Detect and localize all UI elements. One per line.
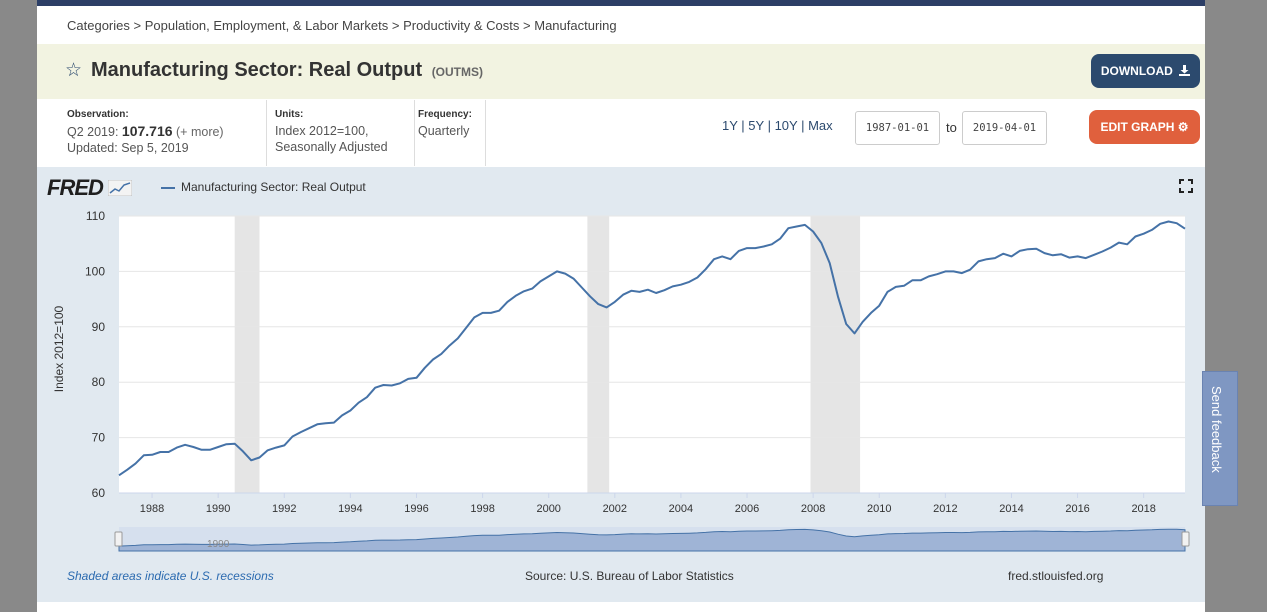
y-tick-label: 60: [92, 486, 106, 500]
graph-panel: FRED Manufacturing Sector: Real Output 6…: [37, 167, 1205, 602]
y-tick-label: 70: [92, 431, 106, 445]
page: Categories > Population, Employment, & L…: [37, 0, 1205, 612]
fred-logo-text: FRED: [47, 175, 104, 200]
recession-band: [810, 216, 861, 493]
x-tick-label: 2008: [801, 503, 825, 515]
fred-logo-icon: [107, 179, 133, 197]
recession-band: [587, 216, 610, 493]
x-tick-label: 2018: [1131, 503, 1155, 515]
units-line-1: Index 2012=100,: [275, 124, 369, 138]
x-tick-label: 1988: [140, 503, 164, 515]
frequency-value: Quarterly: [418, 124, 470, 138]
breadcrumb-separator: >: [133, 18, 142, 33]
x-tick-label: 1998: [470, 503, 494, 515]
breadcrumb-item-manufacturing[interactable]: Manufacturing: [534, 18, 617, 33]
y-tick-label: 80: [92, 375, 106, 389]
x-tick-label: 2000: [536, 503, 560, 515]
breadcrumb-separator: >: [523, 18, 531, 33]
title-band: ☆ Manufacturing Sector: Real Output (OUT…: [37, 44, 1205, 99]
x-tick-label: 2004: [669, 503, 693, 515]
observation-value: 107.716: [121, 123, 173, 139]
edit-graph-label: EDIT GRAPH: [1100, 120, 1175, 134]
updated-date: Updated: Sep 5, 2019: [67, 141, 189, 155]
observation-label: Observation:: [67, 109, 129, 120]
x-tick-label: 1990: [206, 503, 230, 515]
page-title: Manufacturing Sector: Real Output (OUTMS…: [91, 59, 483, 82]
start-date-input[interactable]: 1987-01-01: [855, 111, 940, 145]
navigator-handle-left[interactable]: [114, 531, 123, 547]
range-max[interactable]: Max: [808, 118, 833, 133]
chart-legend: Manufacturing Sector: Real Output: [161, 180, 366, 194]
x-tick-label: 1996: [404, 503, 428, 515]
x-tick-label: 2002: [603, 503, 627, 515]
y-tick-label: 100: [85, 264, 105, 278]
range-1y[interactable]: 1Y: [722, 118, 738, 133]
fred-logo: FRED: [47, 175, 133, 201]
download-button[interactable]: DOWNLOAD: [1091, 54, 1200, 88]
series-title: Manufacturing Sector: Real Output: [91, 59, 423, 81]
range-selector: 1Y | 5Y | 10Y | Max: [722, 118, 833, 133]
frequency-label: Frequency:: [418, 109, 472, 120]
x-tick-label: 1994: [338, 503, 362, 515]
navigator-series: [118, 528, 1186, 552]
x-tick-label: 2016: [1065, 503, 1089, 515]
fred-url[interactable]: fred.stlouisfed.org: [1008, 569, 1104, 583]
legend-label: Manufacturing Sector: Real Output: [181, 180, 366, 194]
download-label: DOWNLOAD: [1100, 64, 1173, 78]
plot-background: [119, 216, 1185, 493]
range-5y[interactable]: 5Y: [748, 118, 764, 133]
breadcrumb-item-productivity[interactable]: Productivity & Costs: [403, 18, 520, 33]
breadcrumb: Categories > Population, Employment, & L…: [67, 18, 617, 33]
units-line-2: Seasonally Adjusted: [275, 140, 388, 154]
recession-note[interactable]: Shaded areas indicate U.S. recessions: [67, 569, 274, 583]
units-label: Units:: [275, 109, 304, 120]
end-date-input[interactable]: 2019-04-01: [962, 111, 1047, 145]
star-icon[interactable]: ☆: [65, 60, 83, 81]
observation-block: Observation: Q2 2019: 107.716 (+ more) U…: [67, 100, 267, 166]
range-10y[interactable]: 10Y: [774, 118, 798, 133]
x-tick-label: 2014: [999, 503, 1023, 515]
y-tick-label: 90: [92, 320, 106, 334]
gear-icon: ⚙: [1177, 120, 1189, 134]
send-feedback-button[interactable]: Send feedback: [1202, 371, 1238, 506]
legend-swatch: [161, 186, 175, 189]
x-tick-label: 2006: [735, 503, 759, 515]
observation-more-link[interactable]: (+ more): [176, 125, 224, 139]
x-tick-label: 1992: [272, 503, 296, 515]
series-line: [118, 220, 1186, 477]
breadcrumb-separator: >: [391, 18, 400, 33]
edit-graph-button[interactable]: EDIT GRAPH ⚙: [1089, 110, 1200, 144]
breadcrumb-item-population[interactable]: Population, Employment, & Labor Markets: [144, 18, 389, 33]
series-code: (OUTMS): [431, 65, 484, 79]
feedback-label: Send feedback: [1209, 386, 1224, 473]
line-chart: 60 70 80 90 100 110 1988 1990 1992 1994 1996 1998 2…: [52, 209, 1190, 552]
recession-band: [234, 216, 260, 493]
top-bar: [37, 0, 1205, 6]
y-axis-label: Index 2012=100: [52, 305, 66, 392]
x-tick-label: 2012: [933, 503, 957, 515]
x-tick-label: 2010: [867, 503, 891, 515]
to-label: to: [946, 120, 957, 135]
navigator-label: 1990: [207, 539, 230, 550]
expand-icon[interactable]: [1179, 179, 1193, 193]
observation-period: Q2 2019:: [67, 125, 119, 139]
navigator-handle-right[interactable]: [1181, 531, 1190, 547]
frequency-block: Frequency: Quarterly: [418, 100, 486, 166]
download-icon: [1179, 65, 1191, 76]
source-text: Source: U.S. Bureau of Labor Statistics: [525, 569, 734, 583]
y-tick-label: 110: [86, 209, 105, 223]
units-block: Units: Index 2012=100, Seasonally Adjust…: [275, 100, 415, 166]
breadcrumb-item-categories[interactable]: Categories: [67, 18, 130, 33]
